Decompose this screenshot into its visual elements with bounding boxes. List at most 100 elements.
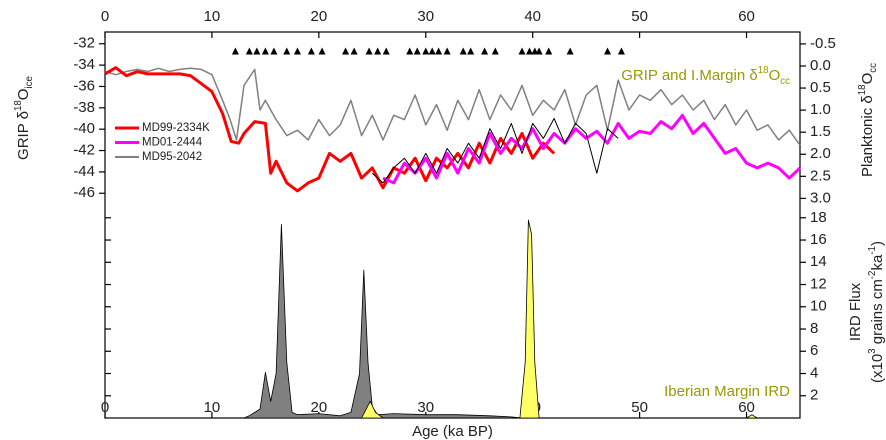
date-marker	[518, 47, 526, 55]
x-tick-label: 50	[631, 8, 648, 25]
data-line	[104, 67, 801, 146]
x-tick-label: 60	[738, 8, 755, 25]
x-tick-label: 40	[524, 8, 541, 25]
y-tick-label: -36	[73, 77, 95, 94]
date-marker	[413, 47, 421, 55]
y2-axis-title-part: 18	[857, 84, 868, 95]
date-marker	[270, 47, 278, 55]
y-axis-title-part: O	[15, 89, 32, 101]
y-axis-title-units-part: grains cm	[869, 279, 886, 348]
y2-axis-title-part: O	[859, 73, 876, 85]
y-axis-title-units: (x103 grains cm-2ka-1)	[867, 241, 886, 383]
y-axis-title-units-part: 3	[867, 348, 878, 353]
date-marker	[307, 47, 315, 55]
y-tick-label: 14	[810, 253, 827, 270]
date-marker	[406, 47, 414, 55]
x-tick-label: 60	[738, 399, 755, 416]
y-tick-label: -46	[73, 184, 95, 201]
y-tick-label: -32	[73, 35, 95, 52]
annotation-part: GRIP and I.Margin δ	[621, 67, 757, 84]
data-line	[371, 118, 619, 184]
x-tick-label: 10	[204, 399, 221, 416]
y2-tick-label: 0.0	[810, 57, 831, 74]
y2-axis-title: Planktonic δ18Occ	[857, 63, 879, 177]
y-tick-label: 8	[810, 320, 818, 337]
y2-tick-label: 2.0	[810, 145, 831, 162]
y-tick-label: -40	[73, 120, 95, 137]
y2-tick-label: 2.5	[810, 167, 831, 184]
date-marker	[374, 47, 382, 55]
x-tick-label: 20	[311, 8, 328, 25]
date-marker	[481, 47, 489, 55]
y-tick-label: 2	[810, 387, 818, 404]
date-marker	[604, 47, 612, 55]
date-marker	[350, 47, 358, 55]
x-tick-label: 0	[101, 8, 109, 25]
y-tick-label: -44	[73, 163, 95, 180]
y-tick-label: 18	[810, 209, 827, 226]
date-marker	[617, 47, 625, 55]
date-marker	[535, 47, 543, 55]
y-tick-label: 6	[810, 342, 818, 359]
x-tick-label: 50	[631, 399, 648, 416]
y-tick-label: 12	[810, 275, 827, 292]
y2-axis-title-part: cc	[868, 63, 879, 73]
date-marker	[253, 47, 261, 55]
data-area	[104, 224, 801, 419]
y-axis-title-units-part: )	[869, 241, 886, 246]
date-marker	[318, 47, 326, 55]
y2-tick-label: 1.5	[810, 123, 831, 140]
date-marker	[459, 47, 467, 55]
y-tick-label: 4	[810, 364, 818, 381]
annotation-part: cc	[780, 76, 790, 87]
y-tick-label: 10	[810, 298, 827, 315]
date-marker	[435, 47, 443, 55]
x-tick-label: 0	[101, 399, 109, 416]
date-marker	[467, 47, 475, 55]
x-tick-label: 30	[417, 399, 434, 416]
annotation-part: O	[769, 67, 781, 84]
y-tick-label: 16	[810, 231, 827, 248]
y-axis-title-units-part: ka	[869, 254, 886, 271]
y-axis-title-part: IRD Flux	[847, 282, 864, 341]
y-axis-title: GRIP δ18Oice	[13, 76, 35, 160]
y-tick-label: -34	[73, 56, 95, 73]
legend-label: MD95-2042	[142, 151, 202, 163]
y-tick-label: -42	[73, 142, 95, 159]
date-marker	[422, 47, 430, 55]
date-marker	[283, 47, 291, 55]
y2-axis-title-part: Planktonic δ	[859, 95, 876, 177]
date-marker	[382, 47, 390, 55]
y2-tick-label: -0.5	[810, 35, 836, 52]
date-marker	[545, 47, 553, 55]
y-axis-title-units-part: -2	[867, 271, 878, 280]
date-marker	[342, 47, 350, 55]
x-axis-title: Age (ka BP)	[412, 423, 493, 440]
y2-tick-label: 1.0	[810, 101, 831, 118]
date-marker	[566, 47, 574, 55]
y-axis-title-part: 18	[13, 100, 24, 111]
date-marker	[261, 47, 269, 55]
date-marker	[231, 47, 239, 55]
y-tick-label: -38	[73, 99, 95, 116]
annotation: Iberian Margin IRD	[664, 383, 790, 400]
x-tick-label: 20	[311, 399, 328, 416]
y-axis-title-units-part: -1	[867, 246, 878, 255]
date-marker	[491, 47, 499, 55]
date-marker	[525, 47, 533, 55]
data-line	[104, 66, 556, 193]
date-marker	[245, 47, 253, 55]
y-axis-title-units-part: (x10	[869, 354, 886, 383]
y-axis-title-part: GRIP δ	[15, 111, 32, 160]
date-marker	[428, 47, 436, 55]
date-marker	[365, 47, 373, 55]
annotation-part: 18	[758, 65, 769, 76]
y-axis-title-part: ice	[24, 76, 35, 88]
x-tick-label: 10	[204, 8, 221, 25]
legend-label: MD99-2334K	[142, 122, 210, 134]
data-area	[361, 219, 758, 419]
y2-tick-label: 0.5	[810, 79, 831, 96]
y2-tick-label: 3.0	[810, 189, 831, 206]
annotation: GRIP and I.Margin δ18Occ	[621, 65, 790, 87]
